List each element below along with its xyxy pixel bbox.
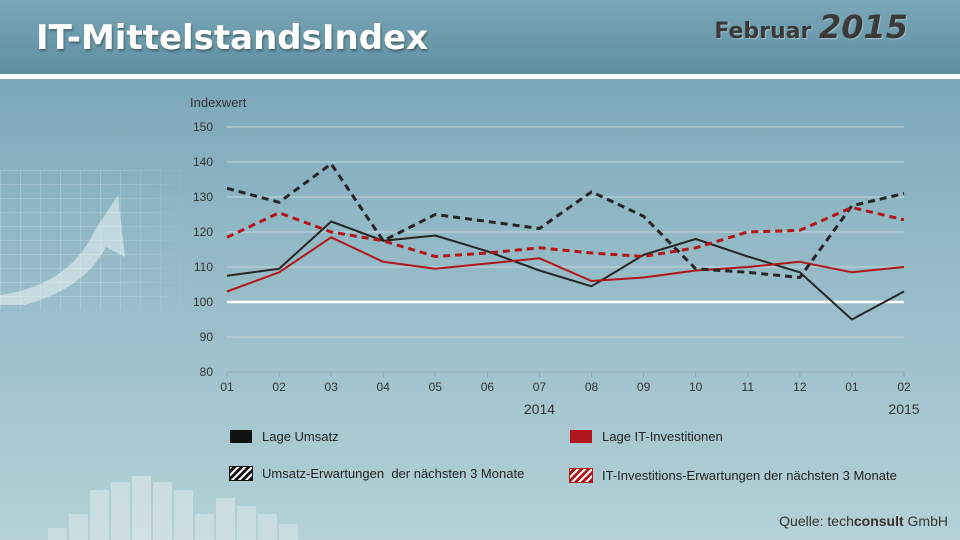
legend-label: Umsatz-Erwartungen der nächsten 3 Monate [262, 466, 525, 481]
year-label: 2015 [888, 401, 919, 417]
legend-swatch-hatch-red [569, 468, 593, 483]
y-tick-label: 100 [193, 295, 213, 309]
y-tick-label: 90 [200, 330, 214, 344]
y-tick-label: 110 [194, 260, 213, 274]
y-tick-label: 150 [193, 120, 213, 134]
x-tick-label: 04 [377, 380, 391, 394]
x-tick-label: 02 [897, 380, 911, 394]
x-tick-label: 02 [272, 380, 286, 394]
page-title: IT-MittelstandsIndex [36, 18, 429, 58]
source-brand: techconsult [827, 513, 903, 529]
header-divider [0, 74, 960, 79]
source-suffix: GmbH [907, 513, 948, 529]
legend-swatch-solid-black [230, 430, 252, 443]
y-tick-label: 140 [193, 155, 213, 169]
x-tick-label: 03 [324, 380, 338, 394]
x-tick-label: 05 [429, 380, 443, 394]
legend-swatch-solid-red [570, 430, 592, 443]
legend-item-it-investitions-erwartungen: IT-Investitions-Erwartungen der nächsten… [569, 468, 897, 483]
x-tick-label: 08 [585, 380, 599, 394]
legend-item-lage-it-investitionen: Lage IT-Investitionen [570, 429, 723, 444]
legend-label: Lage Umsatz [262, 429, 339, 444]
series-line-lage-it-investitionen [226, 236, 905, 293]
x-tick-label: 01 [845, 380, 859, 394]
x-tick-label: 12 [793, 380, 807, 394]
legend-label: IT-Investitions-Erwartungen der nächsten… [602, 468, 897, 483]
header-bar [0, 0, 960, 76]
legend-item-lage-umsatz: Lage Umsatz [230, 429, 339, 444]
y-tick-label: 130 [193, 190, 213, 204]
year-label: 2014 [524, 401, 555, 417]
source-brand-bold: consult [853, 513, 904, 529]
x-tick-label: 09 [637, 380, 651, 394]
series-line-it-investitions-erwartungen-der-nächsten-3-monate [226, 206, 905, 258]
decorative-grid [0, 170, 200, 310]
report-month: Februar [714, 19, 812, 44]
decorative-bars [48, 476, 298, 540]
series-line-umsatz-erwartungen-der-nächsten-3-monate [226, 162, 905, 279]
source-note: Quelle: techconsult GmbH [779, 513, 948, 529]
growth-arrow-icon [0, 195, 125, 305]
legend-label: Lage IT-Investitionen [602, 429, 723, 444]
report-date: Februar 2015 [714, 8, 908, 46]
legend-swatch-hatch-black [229, 466, 253, 481]
report-year: 2015 [818, 8, 908, 46]
x-tick-label: 11 [742, 380, 755, 394]
x-tick-label: 06 [481, 380, 495, 394]
source-brand-light: tech [827, 513, 854, 529]
y-tick-label: 80 [200, 365, 214, 379]
y-axis-title: Indexwert [190, 95, 247, 110]
source-prefix: Quelle: [779, 513, 824, 529]
x-tick-label: 01 [220, 380, 234, 394]
series-line-lage-umsatz [226, 220, 905, 321]
y-tick-label: 120 [193, 225, 213, 239]
legend-item-umsatz-erwartungen: Umsatz-Erwartungen der nächsten 3 Monate [229, 466, 525, 481]
x-tick-label: 10 [689, 380, 703, 394]
x-tick-label: 07 [533, 380, 547, 394]
